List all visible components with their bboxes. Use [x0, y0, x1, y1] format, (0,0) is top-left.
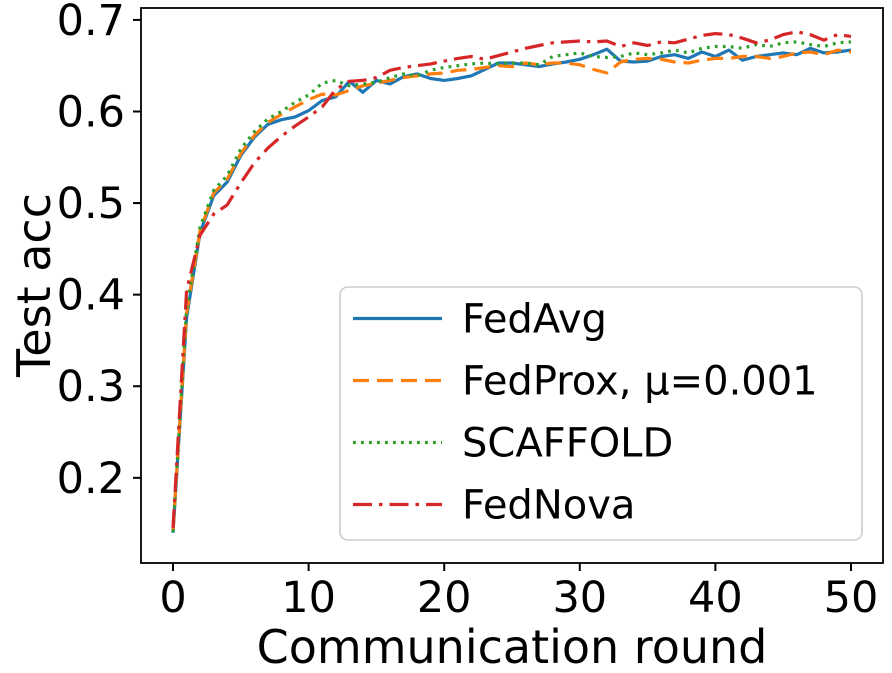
legend-entry-label: SCAFFOLD: [462, 421, 673, 467]
x-tick-label: 40: [688, 573, 743, 623]
legend: FedAvg FedProx, μ=0.001 SCAFFOLD FedNova: [339, 286, 863, 541]
y-tick-label: 0.5: [57, 179, 125, 229]
legend-entry-label: FedNova: [462, 483, 635, 529]
y-tick-label: 0.3: [57, 362, 125, 412]
y-tick-label: 0.6: [57, 87, 125, 137]
y-tick-label: 0.2: [57, 454, 125, 504]
y-axis-label: Test acc: [7, 193, 61, 378]
x-axis-label: Communication round: [257, 620, 768, 673]
legend-entry-label: FedProx, μ=0.001: [462, 359, 818, 405]
series-line-fednova: [171, 30, 852, 529]
x-tick-label: 20: [417, 573, 472, 623]
legend-entry-label: FedAvg: [462, 297, 607, 343]
series-line-scaffold: [171, 40, 852, 532]
plot-border: [140, 7, 884, 564]
series-layer: [171, 30, 852, 533]
y-tick-label: 0.7: [57, 0, 125, 46]
legend-box: [339, 286, 863, 541]
y-tick-label: 0.4: [57, 271, 125, 321]
x-tick-label: 30: [552, 573, 607, 623]
axes-layer: 0 10 20 30 40 50 0.2 0.3 0.4 0.5 0.6 0.7: [57, 0, 884, 623]
x-tick-label: 10: [281, 573, 336, 623]
x-tick-label: 50: [824, 573, 879, 623]
series-line-fedprox-0-001: [171, 48, 852, 531]
x-tick-label: 0: [159, 573, 186, 623]
